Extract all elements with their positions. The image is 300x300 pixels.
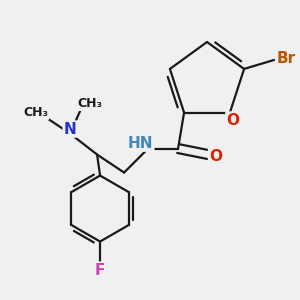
Text: Br: Br bbox=[277, 51, 296, 66]
Text: O: O bbox=[226, 112, 239, 128]
Text: CH₃: CH₃ bbox=[23, 106, 48, 119]
Text: HN: HN bbox=[128, 136, 153, 151]
Text: O: O bbox=[209, 148, 222, 164]
Text: F: F bbox=[95, 262, 105, 278]
Text: CH₃: CH₃ bbox=[77, 97, 102, 110]
Text: N: N bbox=[64, 122, 76, 136]
